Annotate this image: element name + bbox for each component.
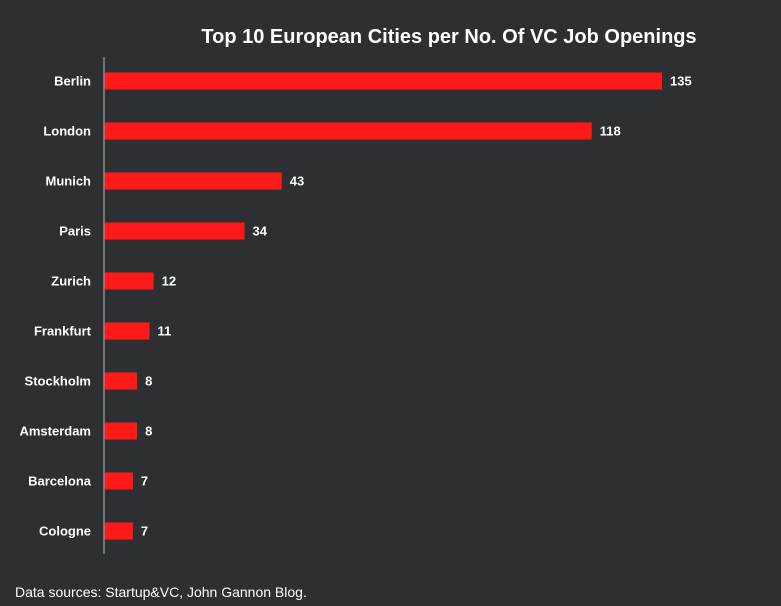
value-label: 135	[670, 74, 692, 89]
value-label: 12	[162, 274, 176, 289]
category-label: London	[43, 124, 91, 139]
bar-paris	[104, 222, 245, 240]
value-label: 8	[145, 424, 152, 439]
value-label: 118	[600, 124, 621, 139]
bar-stockholm	[104, 372, 138, 390]
bar-frankfurt	[104, 322, 150, 340]
bar-amsterdam	[104, 422, 138, 440]
category-label: Frankfurt	[34, 324, 92, 339]
bar-berlin	[104, 72, 662, 90]
value-label: 7	[141, 474, 148, 489]
category-label: Berlin	[54, 74, 91, 89]
chart-title: Top 10 European Cities per No. Of VC Job…	[201, 26, 696, 48]
category-label: Paris	[59, 224, 91, 239]
category-label: Stockholm	[25, 374, 91, 389]
value-label: 7	[141, 524, 148, 539]
bar-cologne	[104, 522, 133, 540]
value-label: 11	[157, 324, 171, 339]
bar-zurich	[104, 272, 154, 290]
bar-barcelona	[104, 472, 133, 490]
bar-london	[104, 122, 592, 140]
bar-munich	[104, 172, 282, 190]
category-label: Munich	[46, 174, 92, 189]
category-label: Barcelona	[28, 474, 92, 489]
data-source-note: Data sources: Startup&VC, John Gannon Bl…	[15, 584, 307, 600]
value-label: 34	[253, 224, 268, 239]
category-label: Amsterdam	[19, 424, 91, 439]
value-label: 8	[145, 374, 152, 389]
category-label: Cologne	[39, 524, 91, 539]
value-label: 43	[290, 174, 304, 189]
category-label: Zurich	[51, 274, 91, 289]
